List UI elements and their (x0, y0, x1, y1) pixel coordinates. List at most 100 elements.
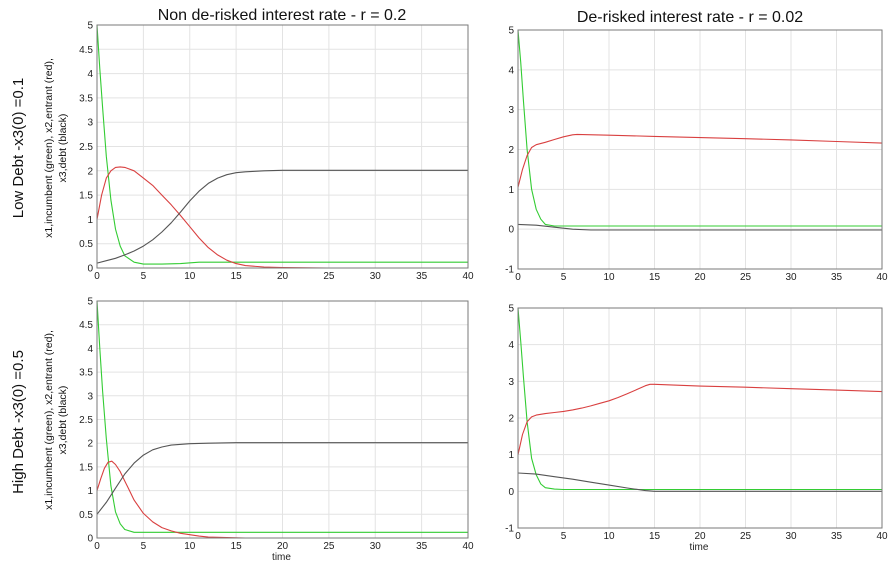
y-tick-label: 2.5 (79, 142, 93, 153)
plot-frame (517, 29, 883, 270)
x-axis-label: time (272, 552, 291, 563)
x-tick-label: 40 (876, 272, 888, 283)
series-line-3 (96, 169, 468, 264)
x-tick-label: 15 (231, 271, 243, 282)
x-tick-label: 0 (94, 541, 100, 552)
y-tick-label: 5 (508, 304, 514, 315)
x-tick-label: 10 (184, 541, 196, 552)
x-tick-label: 20 (277, 271, 289, 282)
y-tick-label: 4.5 (79, 320, 93, 331)
x-tick-label: 35 (416, 541, 428, 552)
y-axis-label-bottom-line1: x1,incumbent (green), x2,entrant (red), (43, 330, 55, 510)
row-label-high-debt: High Debt -x3(0) =0.5 (10, 350, 27, 494)
y-tick-label: 3 (87, 118, 93, 129)
y-tick-label: 2 (87, 439, 93, 450)
plot-frame (96, 24, 469, 269)
series-line-1 (96, 300, 468, 533)
x-tick-label: 25 (323, 541, 335, 552)
series-line-2 (517, 133, 883, 188)
series-line-2 (96, 166, 468, 269)
series-line-3 (517, 223, 882, 231)
series-line-2 (96, 460, 468, 539)
y-tick-label: 3 (508, 377, 514, 388)
x-tick-label: 25 (740, 531, 752, 542)
y-tick-label: 0.5 (79, 510, 93, 521)
col-title-right: De-risked interest rate - r = 0.02 (577, 9, 803, 26)
x-tick-label: 40 (462, 541, 474, 552)
x-axis-label: time (690, 542, 709, 553)
y-axis-label-bottom-line2: x3,debt (black) (57, 386, 69, 455)
series-line-1 (517, 307, 882, 491)
x-tick-label: 25 (740, 272, 752, 283)
y-tick-label: 1.5 (79, 462, 93, 473)
x-tick-label: 40 (876, 531, 888, 542)
x-tick-label: 0 (94, 271, 100, 282)
y-axis-label-top-line1: x1,incumbent (green), x2,entrant (red), (43, 58, 55, 238)
x-tick-label: 20 (694, 272, 706, 283)
y-tick-label: 3.5 (79, 368, 93, 379)
y-tick-label: 2.5 (79, 415, 93, 426)
col-title-left: Non de-risked interest rate - r = 0.2 (158, 7, 407, 24)
series-line-2 (517, 383, 883, 455)
x-tick-label: 20 (694, 531, 706, 542)
y-tick-label: 4 (87, 69, 93, 80)
y-tick-label: 2 (508, 414, 514, 425)
y-tick-label: 4.5 (79, 45, 93, 56)
series-line-1 (517, 29, 882, 227)
x-tick-label: 10 (184, 271, 196, 282)
x-tick-label: 10 (603, 531, 615, 542)
series-line-3 (517, 472, 882, 492)
y-tick-label: 3 (508, 105, 514, 116)
y-tick-label: -1 (505, 524, 514, 535)
y-tick-label: 0 (87, 534, 93, 545)
y-axis-label-top-line2: x3,debt (black) (57, 114, 69, 183)
x-tick-label: 35 (831, 272, 843, 283)
series-line-1 (96, 24, 468, 265)
y-tick-label: 1 (87, 486, 93, 497)
x-tick-label: 5 (141, 271, 147, 282)
plot-frame (96, 300, 469, 539)
x-tick-label: 5 (561, 531, 567, 542)
y-tick-label: 0 (87, 264, 93, 275)
x-tick-label: 5 (561, 272, 567, 283)
chart-panel-1: 0 5 10 15 20 25 30 35 40 0 0.5 1 1.5 2 2.5 3 3.5 4 4.5 5 (79, 21, 474, 283)
series-line-3 (96, 442, 468, 515)
y-tick-label: 2 (87, 166, 93, 177)
y-tick-label: 3.5 (79, 93, 93, 104)
y-tick-label: 1 (508, 450, 514, 461)
x-tick-label: 40 (462, 271, 474, 282)
x-tick-label: 15 (231, 541, 243, 552)
x-tick-label: 30 (785, 272, 797, 283)
y-tick-label: 5 (87, 21, 93, 32)
x-tick-label: 10 (603, 272, 615, 283)
plot-frame (517, 307, 883, 529)
row-label-low-debt: Low Debt -x3(0) =0.1 (10, 78, 27, 219)
y-tick-label: 1 (508, 185, 514, 196)
x-tick-label: 35 (416, 271, 428, 282)
y-tick-label: 4 (87, 344, 93, 355)
y-tick-label: 4 (508, 340, 514, 351)
x-tick-label: 25 (323, 271, 335, 282)
y-tick-label: -1 (505, 265, 514, 276)
x-tick-label: 15 (649, 272, 661, 283)
x-tick-label: 15 (649, 531, 661, 542)
x-tick-label: 0 (515, 531, 521, 542)
x-tick-label: 0 (515, 272, 521, 283)
x-tick-label: 30 (370, 271, 382, 282)
x-tick-label: 5 (141, 541, 147, 552)
y-tick-label: 1 (87, 215, 93, 226)
y-tick-label: 0 (508, 225, 514, 236)
y-tick-label: 4 (508, 65, 514, 76)
y-tick-label: 2 (508, 145, 514, 156)
y-tick-label: 0.5 (79, 239, 93, 250)
y-tick-label: 0 (508, 487, 514, 498)
y-tick-label: 3 (87, 391, 93, 402)
x-tick-label: 30 (785, 531, 797, 542)
y-tick-label: 1.5 (79, 191, 93, 202)
y-tick-label: 5 (508, 26, 514, 37)
x-tick-label: 30 (370, 541, 382, 552)
x-tick-label: 20 (277, 541, 289, 552)
